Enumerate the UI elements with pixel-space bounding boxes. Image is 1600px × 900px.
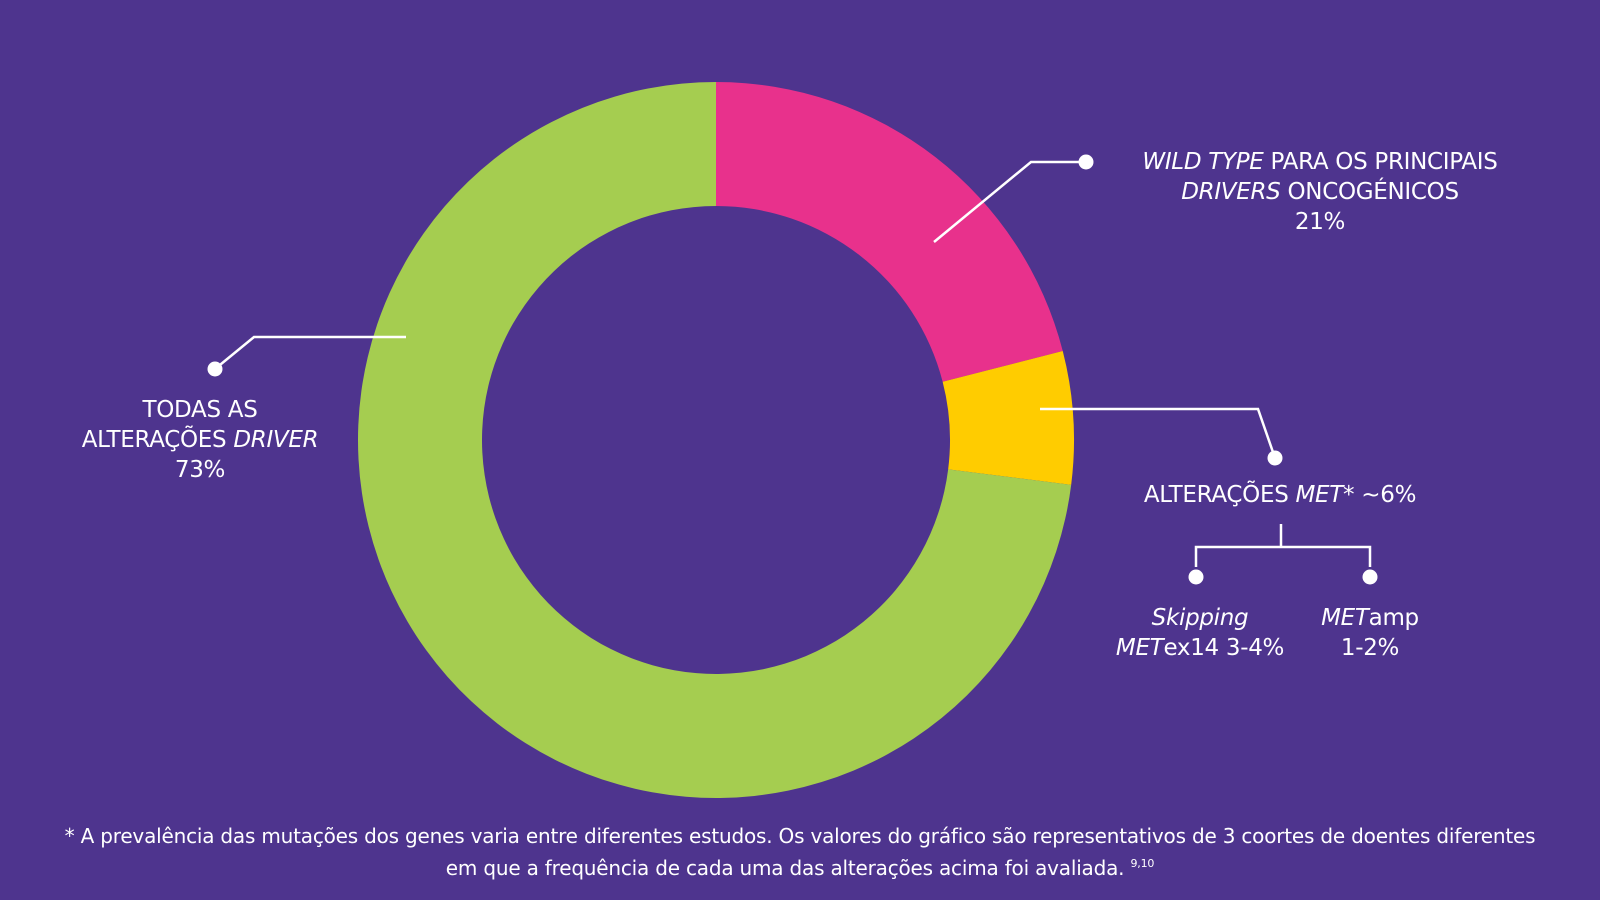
label-skipping-text-0: Skipping [1151, 605, 1249, 631]
donut-slices [358, 82, 1074, 798]
leader-wild-type [933, 160, 1086, 243]
label-driver-text-1: ALTERAÇÕES [81, 427, 234, 453]
label-met-text-0: ALTERAÇÕES [1143, 482, 1296, 508]
slice-label-driver: TODAS AS ALTERAÇÕES DRIVER 73% [60, 395, 340, 485]
slice-label-met: ALTERAÇÕES MET* ~6% [1110, 480, 1450, 510]
leader-dot-skipping [1188, 569, 1204, 585]
bracket-met-breakdown [1194, 545, 1372, 567]
slice-label-wild-type: WILD TYPE PARA OS PRINCIPAIS DRIVERS ONCO… [1120, 147, 1520, 237]
leader-lines [207, 154, 1378, 585]
label-skipping-text-2: ex14 3-4% [1163, 635, 1285, 661]
label-driver-text-2: DRIVER [233, 427, 319, 453]
footnote-line-1: * A prevalência das mutações dos genes v… [64, 824, 1536, 848]
label-wild-type-text-3: ONCOGÉNICOS [1280, 179, 1459, 205]
leader-dot-driver [207, 361, 223, 377]
label-wild-type-text-2: DRIVERS [1181, 179, 1281, 205]
footnote-references: 9,10 [1130, 857, 1155, 870]
slice-wild-type [716, 82, 1063, 382]
sub-label-metamp: METamp 1-2% [1270, 603, 1470, 663]
leader-driver [214, 335, 406, 370]
label-wild-type-text-1: PARA OS PRINCIPAIS [1263, 149, 1498, 175]
label-wild-type-text-4: 21% [1294, 209, 1346, 235]
sub-label-skipping-metex14: Skipping METex14 3-4% [1080, 603, 1320, 663]
label-metamp-text-0: MET [1321, 605, 1369, 631]
footnote: * A prevalência das mutações dos genes v… [0, 822, 1600, 882]
leader-dot-metamp [1362, 569, 1378, 585]
slice-driver [358, 82, 1072, 798]
label-wild-type-text-0: WILD TYPE [1142, 149, 1264, 175]
leader-met [1040, 407, 1277, 459]
label-driver-text-3: 73% [174, 457, 226, 483]
leader-dot-wild-type [1078, 154, 1094, 170]
label-metamp-text-2: 1-2% [1340, 635, 1400, 661]
label-metamp-text-1: amp [1368, 605, 1420, 631]
label-met-text-1: MET [1295, 482, 1344, 508]
leader-dot-met [1267, 450, 1283, 466]
label-met-text-2: * ~6% [1343, 482, 1417, 508]
footnote-line-2-text: em que a frequência de cada uma das alte… [445, 856, 1125, 880]
label-driver-text-0: TODAS AS [142, 397, 258, 423]
label-skipping-text-1: MET [1115, 635, 1164, 661]
slice-met [942, 350, 1074, 485]
footnote-line-2: em que a frequência de cada uma das alte… [0, 850, 1600, 882]
